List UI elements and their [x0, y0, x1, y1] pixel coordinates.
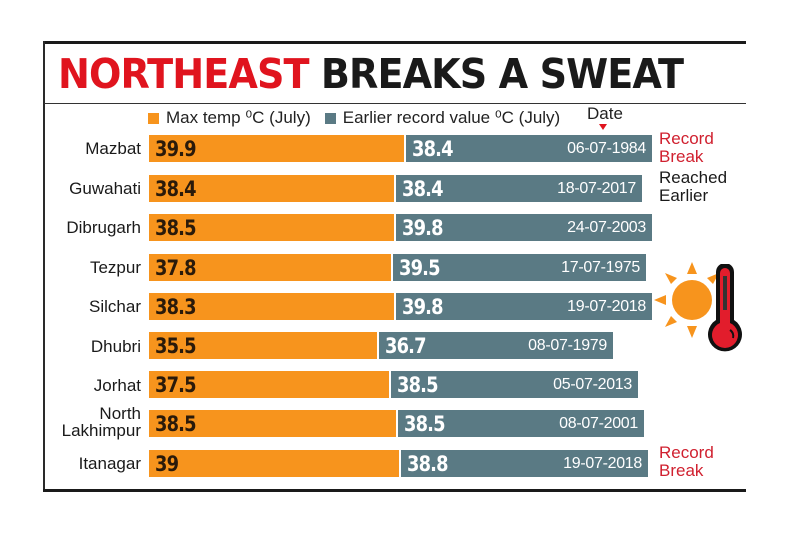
note-line: Reached	[659, 168, 728, 187]
legend-label-max: Max temp ⁰C (July)	[166, 108, 311, 127]
bar-max-temp: 37.5	[149, 371, 389, 398]
legend-swatch-max	[148, 112, 159, 124]
bar-max-temp: 39.9	[149, 135, 404, 162]
sun-icon	[654, 262, 719, 338]
legend-item-max: Max temp ⁰C (July)	[148, 108, 311, 128]
record-temp-value: 39.5	[399, 256, 441, 280]
record-date: 06-07-1984	[567, 140, 646, 157]
record-date: 17-07-1975	[561, 259, 640, 276]
bar-max-temp: 37.8	[149, 254, 391, 281]
bar-record-temp: 38.8 19-07-2018	[401, 450, 648, 477]
note-record-break: Record Break	[659, 444, 714, 480]
note-reached-earlier: Reached Earlier	[659, 169, 727, 205]
record-date: 24-07-2003	[567, 219, 646, 236]
city-label: Mazbat	[85, 139, 141, 158]
bar-record-temp: 38.5 08-07-2001	[398, 410, 644, 437]
city-label: Dhubri	[90, 337, 141, 356]
note-line: Earlier	[659, 186, 709, 205]
record-date: 08-07-1979	[528, 337, 607, 354]
max-temp-value: 38.5	[155, 216, 197, 240]
frame-left-rule	[43, 41, 45, 492]
record-temp-value: 39.8	[402, 295, 444, 319]
max-temp-value: 38.5	[155, 412, 197, 436]
weather-illustration	[652, 258, 752, 358]
legend-swatch-record	[324, 112, 336, 124]
bar-max-temp: 35.5	[149, 332, 377, 359]
title-rest: BREAKS A SWEAT	[320, 50, 684, 98]
frame-bottom-rule	[43, 489, 746, 492]
date-column-header: Date	[587, 104, 623, 123]
bar-record-temp: 38.5 05-07-2013	[391, 371, 638, 398]
max-temp-value: 38.3	[155, 295, 197, 319]
bar-record-temp: 38.4 06-07-1984	[406, 135, 652, 162]
record-date: 19-07-2018	[567, 298, 646, 315]
record-date: 19-07-2018	[563, 455, 642, 472]
title-divider	[44, 103, 746, 104]
record-date: 08-07-2001	[559, 415, 638, 432]
bar-record-temp: 39.8 24-07-2003	[396, 214, 652, 241]
legend-item-record: Earlier record value ⁰C (July)	[324, 108, 561, 128]
city-label: Jorhat	[93, 376, 141, 395]
chart-title: NORTHEAST BREAKS A SWEAT	[58, 48, 684, 100]
max-temp-value: 39	[155, 452, 179, 476]
bar-record-temp: 38.4 18-07-2017	[396, 175, 642, 202]
bar-max-temp: 38.3	[149, 293, 394, 320]
date-pointer-icon	[599, 124, 607, 130]
city-label: Itanagar	[78, 454, 141, 473]
record-temp-value: 36.7	[385, 334, 427, 358]
note-record-break: Record Break	[659, 130, 714, 166]
bar-max-temp: 38.4	[149, 175, 394, 202]
bar-max-temp: 38.5	[149, 214, 394, 241]
title-highlight: NORTHEAST	[58, 50, 309, 98]
city-label: Silchar	[89, 297, 141, 316]
note-line: Record	[659, 443, 714, 462]
city-label: North Lakhimpur	[62, 405, 141, 439]
legend-label-record: Earlier record value ⁰C (July)	[342, 108, 561, 127]
record-date: 18-07-2017	[557, 180, 636, 197]
thermometer-icon	[708, 264, 742, 352]
record-date: 05-07-2013	[553, 376, 632, 393]
bar-max-temp: 39	[149, 450, 399, 477]
record-temp-value: 38.4	[412, 137, 454, 161]
record-temp-value: 38.5	[404, 412, 446, 436]
city-label: Dibrugarh	[66, 218, 141, 237]
city-label: Guwahati	[69, 179, 141, 198]
max-temp-value: 38.4	[155, 177, 197, 201]
max-temp-value: 37.8	[155, 256, 197, 280]
bar-max-temp: 38.5	[149, 410, 396, 437]
max-temp-value: 39.9	[155, 137, 197, 161]
max-temp-value: 37.5	[155, 373, 197, 397]
note-line: Break	[659, 461, 704, 480]
city-label-line: Lakhimpur	[61, 421, 141, 440]
city-label: Tezpur	[89, 258, 141, 277]
note-line: Break	[659, 147, 704, 166]
max-temp-value: 35.5	[155, 334, 197, 358]
bar-record-temp: 36.7 08-07-1979	[379, 332, 613, 359]
bar-record-temp: 39.5 17-07-1975	[393, 254, 646, 281]
frame-top-rule	[44, 41, 746, 44]
record-temp-value: 38.8	[407, 452, 449, 476]
legend: Max temp ⁰C (July) Earlier record value …	[148, 107, 574, 129]
city-label-line: North	[99, 404, 141, 423]
record-temp-value: 39.8	[402, 216, 444, 240]
bar-record-temp: 39.8 19-07-2018	[396, 293, 652, 320]
note-line: Record	[659, 129, 714, 148]
record-temp-value: 38.5	[397, 373, 439, 397]
record-temp-value: 38.4	[402, 177, 444, 201]
